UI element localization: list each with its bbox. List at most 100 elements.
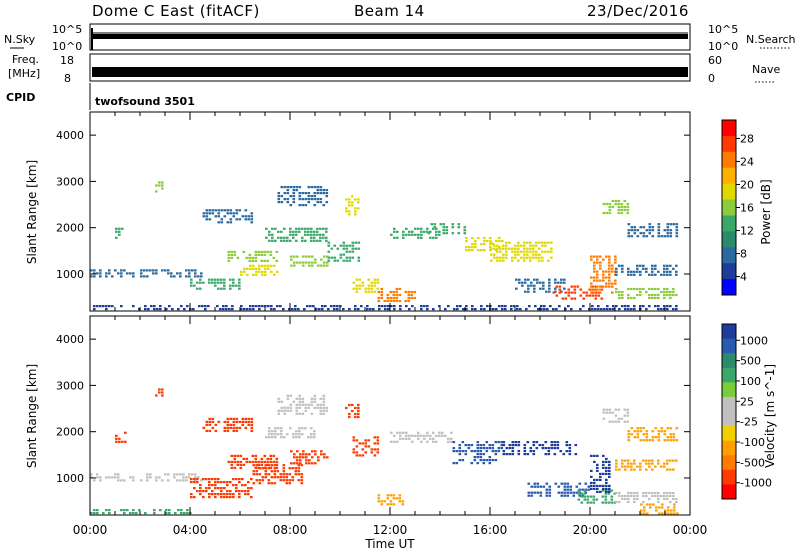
power-cell [336,259,340,262]
power-cell [567,294,571,297]
power-cell [636,287,639,291]
power-cell [286,239,289,242]
power-cell [330,305,333,308]
power-cell [325,239,328,242]
velocity-cell [245,457,249,460]
velocity-cell [313,394,317,397]
velocity-cell [596,487,599,490]
velocity-cell [280,430,283,433]
velocity-cell [505,447,509,450]
power-cell [540,305,543,308]
velocity-cell [223,481,226,484]
power-cell [230,256,234,259]
velocity-cell [660,430,664,433]
velocity-cell [670,509,673,512]
power-cell [651,264,654,267]
power-cell [495,249,498,252]
power-cell [283,236,286,239]
velocity-cell [153,509,156,512]
nsearch-tick-top: 10^5 [708,23,738,36]
velocity-cell [615,462,618,465]
power-cell [132,305,135,308]
power-cell [370,287,374,290]
power-cell [395,296,399,300]
power-cell [244,209,248,212]
power-cell [117,272,120,275]
power-cell [663,293,666,297]
velocity-cell [235,484,238,487]
power-cell [489,240,492,243]
velocity-cell [115,440,118,443]
power-cell [355,290,359,293]
velocity-cell [447,437,450,440]
velocity-cell [502,441,506,444]
power-cell [188,269,191,272]
power-cell [517,247,520,250]
velocity-cell [138,509,141,512]
power-cell [538,253,541,256]
power-cell [226,212,230,215]
power-cell [191,269,194,272]
power-cell [273,264,276,267]
power-cell [518,281,521,284]
power-cell [217,221,221,224]
velocity-cell [323,453,326,456]
velocity-cell [640,509,643,512]
velocity-cell [247,420,251,423]
power-cell [298,195,302,198]
velocity-cell [205,490,208,493]
power-cell [263,259,267,262]
power-cell [633,305,636,308]
velocity-cell [661,506,664,509]
power-cell [411,233,414,236]
velocity-cell [485,447,489,450]
power-cell [630,308,633,311]
velocity-cell [232,484,235,487]
power-cell [547,250,550,253]
power-cell [510,305,513,308]
power-cell [217,281,220,284]
velocity-cell [610,489,614,492]
velocity-cell [319,397,323,400]
velocity-cell [199,487,202,490]
velocity-cell [602,408,606,411]
velocity-cell [223,487,226,490]
power-cell [442,232,446,235]
power-cell [220,209,224,212]
velocity-cell [301,412,305,415]
power-cell [465,249,468,252]
velocity-cell [383,500,387,503]
power-cell [290,258,293,261]
velocity-cell [280,409,284,412]
velocity-cell [494,453,498,456]
velocity-cell [627,497,630,501]
power-cell [459,305,462,308]
power-cell [633,229,637,232]
power-cell [614,258,617,261]
velocity-cell [613,492,617,495]
velocity-cell [435,440,438,443]
power-cell [99,269,102,272]
power-cell [451,226,455,229]
colorbar-swatch [722,455,736,471]
velocity-cell [586,498,590,501]
power-cell [590,291,593,294]
power-cell [267,305,270,308]
velocity-cell [238,496,241,499]
velocity-cell [235,417,239,420]
colorbar-swatch [722,135,736,153]
freq-label: Freq. [12,53,39,66]
velocity-cell [373,442,377,445]
power-cell [432,236,435,239]
power-cell [238,278,241,281]
power-cell [627,223,631,226]
velocity-cell [566,482,570,485]
velocity-cell [660,427,664,430]
power-cell [669,232,673,235]
power-cell [304,233,307,236]
velocity-cell [126,509,129,512]
power-cell [333,305,336,308]
velocity-cell [102,512,105,515]
velocity-cell [313,406,317,409]
power-cell [90,275,93,278]
